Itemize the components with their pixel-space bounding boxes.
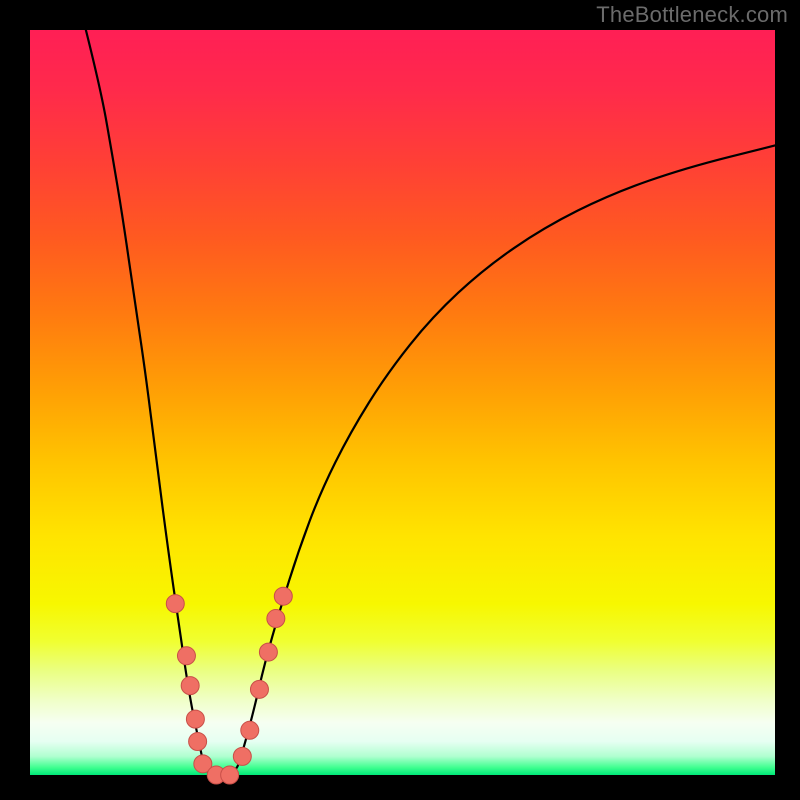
data-marker bbox=[186, 710, 204, 728]
data-marker bbox=[233, 747, 251, 765]
data-marker bbox=[166, 595, 184, 613]
data-marker bbox=[241, 721, 259, 739]
data-marker bbox=[267, 610, 285, 628]
data-marker bbox=[250, 680, 268, 698]
data-marker bbox=[274, 587, 292, 605]
plot-background bbox=[30, 30, 775, 775]
data-marker bbox=[177, 647, 195, 665]
watermark-text: TheBottleneck.com bbox=[596, 2, 788, 28]
data-marker bbox=[259, 643, 277, 661]
data-marker bbox=[189, 732, 207, 750]
data-marker bbox=[181, 677, 199, 695]
data-marker bbox=[221, 766, 239, 784]
chart-container: TheBottleneck.com bbox=[0, 0, 800, 800]
chart-svg bbox=[0, 0, 800, 800]
